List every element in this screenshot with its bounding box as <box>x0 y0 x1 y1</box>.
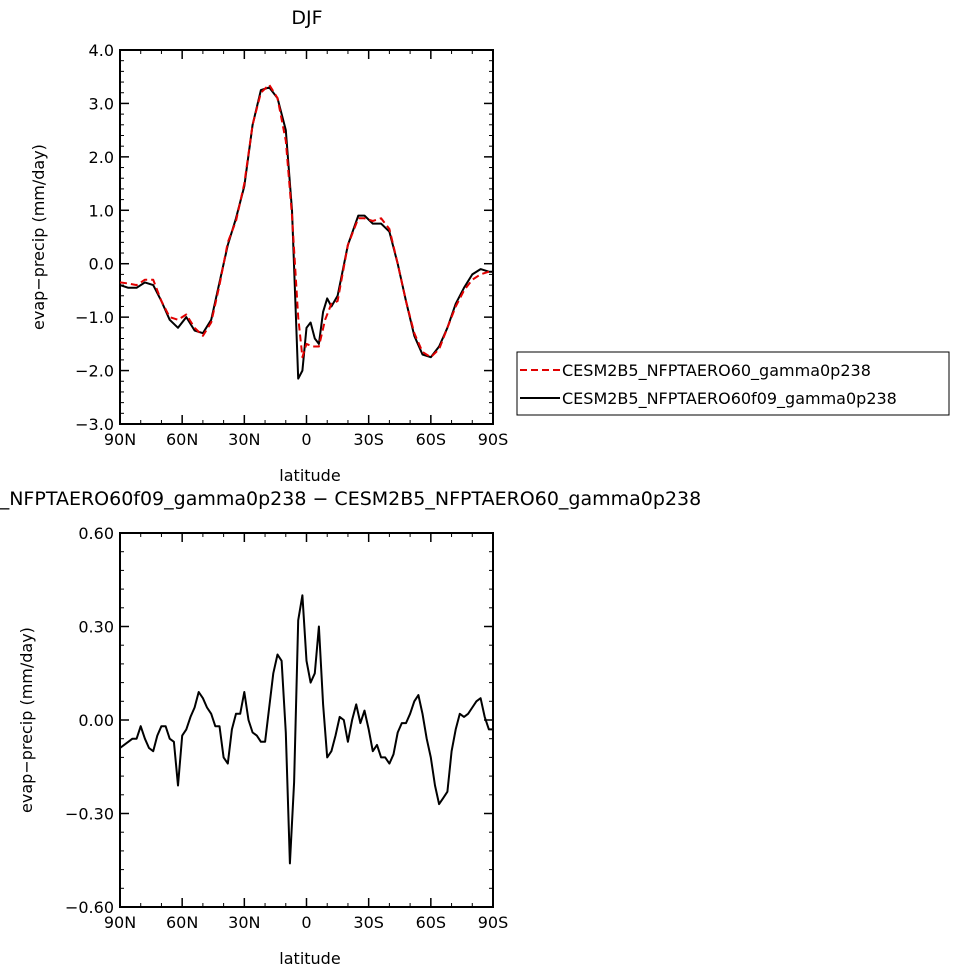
x-tick-label: 30N <box>228 913 260 932</box>
y-tick-label: 0.0 <box>89 255 114 274</box>
x-tick-label: 60N <box>166 913 198 932</box>
x-tick-label: 90N <box>104 913 136 932</box>
y-tick-label: −1.0 <box>75 308 114 327</box>
x-tick-label: 90S <box>478 913 509 932</box>
y-tick-label: −3.0 <box>75 415 114 434</box>
x-axis-label: latitude <box>279 466 340 485</box>
x-tick-label: 60N <box>166 430 198 449</box>
panel-title: DJF <box>291 7 322 29</box>
legend-box <box>516 351 950 416</box>
series-lines <box>119 83 493 380</box>
y-tick-label: 1.0 <box>89 201 114 220</box>
y-tick-label: 3.0 <box>89 94 114 113</box>
x-axis-label: latitude <box>279 949 340 968</box>
y-tick-label: 4.0 <box>89 41 114 60</box>
legend: CESM2B5_NFPTAERO60_gamma0p238 CESM2B5_NF… <box>516 351 950 416</box>
x-tick-label: 90N <box>104 430 136 449</box>
panel-difference: CESM2B5_NFPTAERO60f09_gamma0p238 − CESM2… <box>0 488 701 968</box>
x-tick-label: 60S <box>416 913 447 932</box>
series-line-0 <box>119 594 493 865</box>
y-tick-label: 0.00 <box>78 711 114 730</box>
legend-entry: CESM2B5_NFPTAERO60f09_gamma0p238 <box>562 389 897 409</box>
y-axis-ticks: −3.0 −2.0 −1.0 0.0 1.0 2.0 3.0 4.0 <box>75 41 493 434</box>
x-tick-label: 30N <box>228 430 260 449</box>
y-axis-label: evap−precip (mm/day) <box>17 627 36 813</box>
y-tick-label: −2.0 <box>75 362 114 381</box>
plot-frame <box>119 532 494 908</box>
panel-djf: DJF −3.0 −2.0 −1.0 0.0 1.0 2.0 3.0 4.0 90N 60N 30… <box>29 7 508 485</box>
x-tick-label: 90S <box>478 430 509 449</box>
series-line-1 <box>119 86 493 380</box>
panel-title: CESM2B5_NFPTAERO60f09_gamma0p238 − CESM2… <box>0 488 701 510</box>
y-tick-label: 0.30 <box>78 618 114 637</box>
y-tick-label: −0.30 <box>65 805 114 824</box>
x-axis-ticks: 90N 60N 30N 0 30S 60S 90S <box>104 533 508 932</box>
y-tick-label: 2.0 <box>89 148 114 167</box>
plot-frame <box>119 49 494 425</box>
x-tick-label: 60S <box>416 430 447 449</box>
series-line-0 <box>119 83 493 359</box>
series-lines <box>119 594 493 865</box>
y-axis-label: evap−precip (mm/day) <box>29 144 48 330</box>
y-axis-ticks: −0.60 −0.30 0.00 0.30 0.60 <box>65 524 493 917</box>
y-tick-label: 0.60 <box>78 524 114 543</box>
x-axis-ticks: 90N 60N 30N 0 30S 60S 90S <box>104 50 508 449</box>
x-tick-label: 30S <box>353 913 384 932</box>
x-tick-label: 30S <box>353 430 384 449</box>
legend-entry: CESM2B5_NFPTAERO60_gamma0p238 <box>562 361 871 381</box>
x-tick-label: 0 <box>301 430 311 449</box>
y-tick-label: −0.60 <box>65 898 114 917</box>
x-tick-label: 0 <box>301 913 311 932</box>
